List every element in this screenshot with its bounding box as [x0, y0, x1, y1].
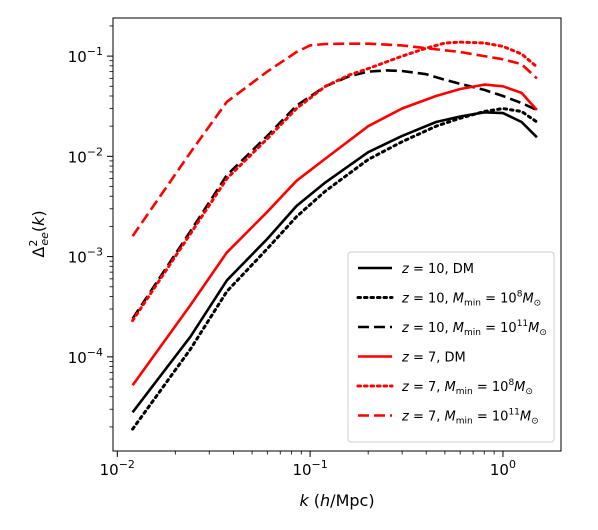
legend-label-1: z = 10, DM [401, 262, 474, 277]
legend-label-5: z = 7, Mmin = 108M⊙ [401, 378, 533, 397]
series-line-2 [131, 107, 539, 431]
y-tick-label: 10−4 [68, 346, 103, 367]
legend-label-3: z = 10, Mmin = 1011M⊙ [401, 319, 547, 338]
y-tick-label: 10−3 [68, 246, 103, 267]
axis-ticks: 10−2 10−1 100 10−4 10−3 10−2 10−1 [68, 25, 516, 479]
series-line-3 [131, 69, 538, 320]
x-axis-label: k (h/Mpc) [299, 491, 374, 510]
plot-lines [131, 40, 539, 431]
legend-label-2: z = 10, Mmin = 108M⊙ [401, 290, 541, 309]
y-axis-label: Δ2ee(k) [27, 210, 51, 257]
x-tick-label: 10−1 [292, 458, 327, 479]
x-tick-label: 10−2 [100, 458, 135, 479]
series-line-5 [131, 40, 539, 323]
x-tick-label: 100 [490, 458, 516, 479]
legend-label-6: z = 7, Mmin = 1011M⊙ [401, 408, 539, 427]
legend-box [347, 251, 555, 443]
y-tick-label: 10−2 [68, 145, 103, 166]
legend-label-4: z = 7, DM [401, 351, 466, 366]
plot-frame [112, 17, 562, 452]
series-line-4 [131, 83, 538, 387]
legend: z = 10, DM z = 10, Mmin = 108M⊙ z = 10, Mm… [347, 251, 555, 443]
svg-text:Δ2ee(k): Δ2ee(k) [27, 210, 51, 257]
y-tick-label: 10−1 [68, 45, 103, 66]
series-line-6 [131, 42, 538, 237]
series-line-1 [131, 111, 538, 414]
